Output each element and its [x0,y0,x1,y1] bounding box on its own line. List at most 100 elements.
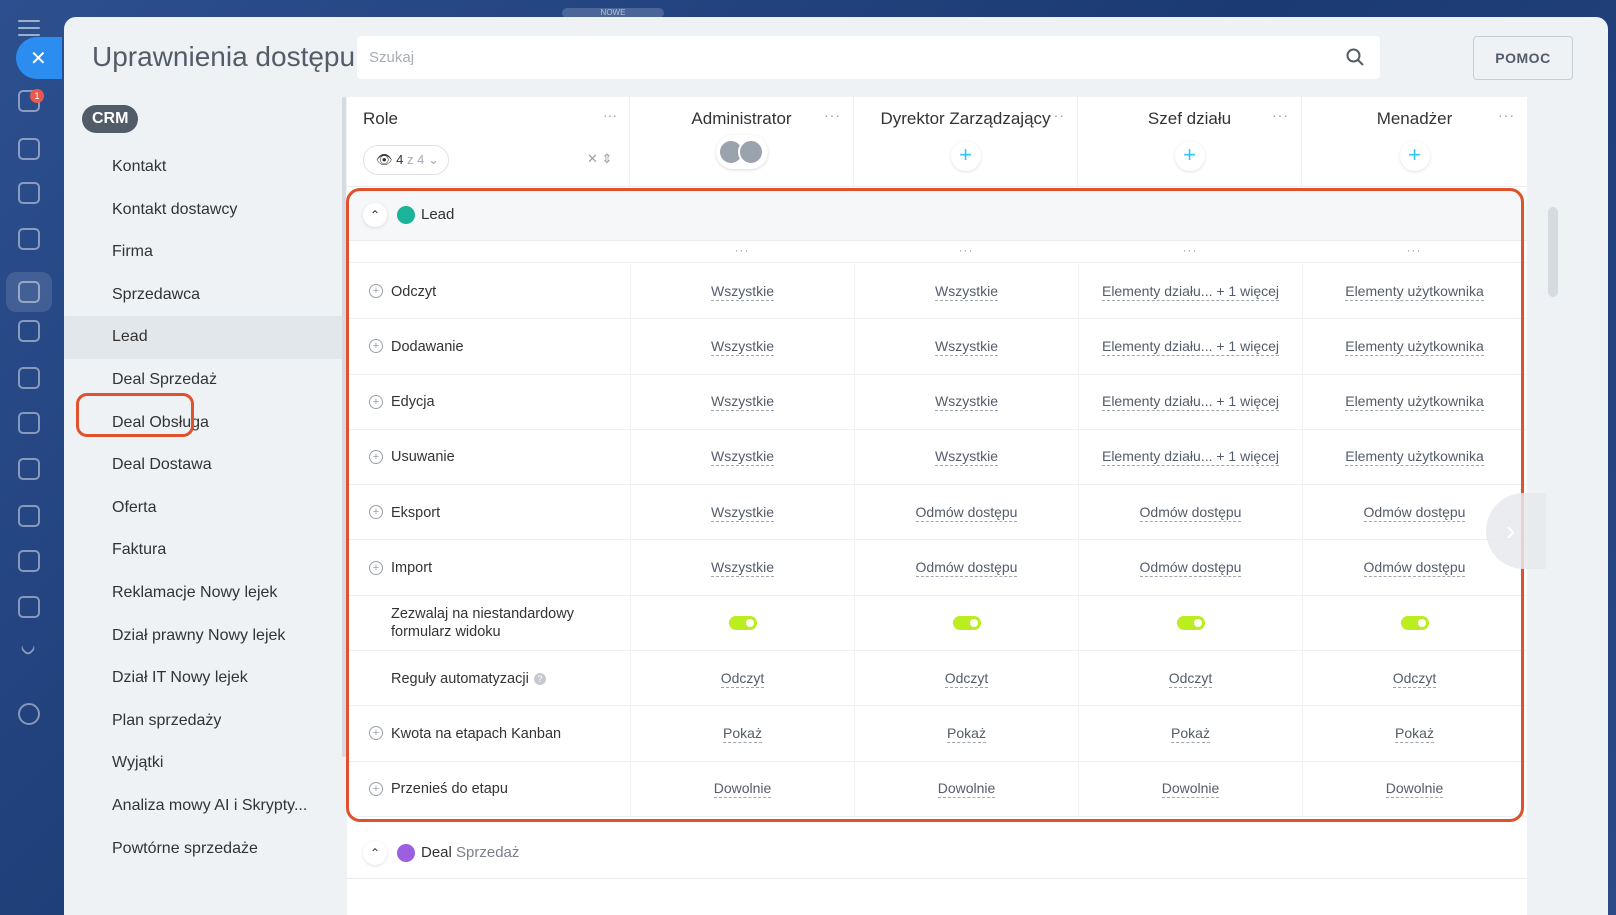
permission-value[interactable]: Wszystkie [935,448,998,467]
chevron-down-icon[interactable] [19,639,37,657]
permission-value[interactable]: Dowolnie [713,780,772,799]
permission-cell[interactable]: Dowolnie [630,761,854,817]
sidebar-item-reklamacje[interactable]: Reklamacje Nowy lejek [112,583,278,601]
column-more-icon[interactable]: ··· [1048,107,1065,123]
menu-icon[interactable] [18,20,40,36]
permission-cell[interactable]: Wszystkie [630,540,854,596]
tasks-icon[interactable] [18,138,40,160]
permission-cell[interactable]: Elementy działu... + 1 więcej [1078,374,1302,430]
permission-value[interactable]: Elementy użytkownika [1345,337,1484,356]
permission-value[interactable]: Odmów dostępu [1363,559,1466,577]
permission-cell[interactable]: Pokaż [854,706,1078,762]
column-more-icon[interactable]: ··· [1498,107,1515,123]
sidebar-item-dzial-prawny[interactable]: Dział prawny Nowy lejek [112,626,286,644]
expand-plus-icon[interactable]: + [369,505,383,520]
box-icon[interactable] [18,596,40,618]
permission-cell[interactable]: Dowolnie [854,761,1078,817]
permission-cell[interactable]: Wszystkie [854,264,1078,319]
expand-plus-icon[interactable]: + [369,284,383,298]
permission-cell[interactable]: Elementy użytkownika [1302,264,1526,319]
permission-cell[interactable]: Odmów dostępu [1078,540,1302,596]
expand-plus-icon[interactable]: + [369,781,383,796]
sidebar-item-firma[interactable]: Firma [112,243,153,261]
permission-value[interactable]: Pokaż [947,724,986,743]
shop-cart-icon[interactable] [18,458,40,480]
permission-cell[interactable]: Elementy działu... + 1 więcej [1078,264,1302,319]
toggle-switch[interactable] [952,616,981,631]
scroll-right-chevron-icon[interactable]: › [1486,493,1546,569]
sidebar-item-sprzedawca[interactable]: Sprzedawca [112,285,201,303]
permission-value[interactable]: Pokaż [1395,724,1434,743]
permission-cell[interactable]: Wszystkie [854,374,1078,430]
calendar-icon[interactable] [18,182,40,204]
permission-value[interactable]: Elementy działu... + 1 więcej [1101,448,1280,467]
toggle-switch[interactable] [1176,616,1205,631]
role-filter-dropdown[interactable]: 👁 4 z 4 ⌄ [363,145,449,175]
permission-value[interactable]: Wszystkie [935,393,998,412]
permission-value[interactable]: Odmów dostępu [1363,503,1466,522]
add-user-button[interactable]: + [1174,141,1205,171]
help-question-icon[interactable]: ? [533,672,546,685]
expand-plus-icon[interactable]: + [369,726,383,741]
permission-cell[interactable]: Odczyt [1302,651,1526,707]
permission-value[interactable]: Elementy użytkownika [1345,448,1484,467]
permission-value[interactable]: Wszystkie [711,282,774,301]
permission-value[interactable]: Elementy użytkownika [1345,393,1484,412]
permission-cell[interactable]: Odczyt [630,651,854,707]
search-input[interactable] [357,36,1329,79]
permission-value[interactable]: Odmów dostępu [915,559,1018,577]
permission-cell[interactable]: Odczyt [1078,651,1302,707]
permission-value[interactable]: Wszystkie [935,337,998,356]
sidebar-item-plan-sprzedazy[interactable]: Plan sprzedaży [112,711,222,729]
permission-cell[interactable]: Odmów dostępu [1078,485,1302,541]
close-button[interactable]: ✕ [16,37,62,79]
sidebar-item-deal-dostawa[interactable]: Deal Dostawa [112,456,212,474]
role-more-icon[interactable]: ··· [603,107,617,123]
sidebar-item-wyjatki[interactable]: Wyjątki [112,754,164,772]
permission-cell[interactable]: Wszystkie [854,429,1078,485]
permission-value[interactable]: Dowolnie [1161,780,1220,799]
sidebar-item-powtorne-sprzedaze[interactable]: Powtórne sprzedaże [112,839,258,857]
permission-cell[interactable]: Odczyt [854,651,1078,707]
permission-cell[interactable]: Pokaż [630,706,854,762]
permission-cell[interactable] [1302,595,1526,651]
permission-value[interactable]: Elementy użytkownika [1345,282,1484,301]
target-icon[interactable] [18,367,40,389]
sidebar-item-lead[interactable]: Lead [64,316,344,359]
permission-value[interactable]: Odczyt [1392,669,1437,688]
permission-cell[interactable]: Wszystkie [854,319,1078,375]
permission-cell[interactable]: Wszystkie [630,485,854,541]
permission-cell[interactable]: Wszystkie [630,429,854,485]
expand-plus-icon[interactable]: + [369,449,383,464]
column-more-icon[interactable]: ··· [1406,243,1422,257]
permission-value[interactable]: Elementy działu... + 1 więcej [1101,337,1280,356]
add-user-button[interactable]: + [1399,141,1430,171]
permission-cell[interactable]: Odmów dostępu [854,485,1078,541]
permission-value[interactable]: Odczyt [1168,669,1213,688]
permission-cell[interactable]: Elementy użytkownika [1302,319,1526,375]
permission-value[interactable]: Wszystkie [711,503,774,522]
permission-value[interactable]: Dowolnie [937,780,996,799]
sidebar-item-kontakt[interactable]: Kontakt [112,158,167,175]
analytics-icon[interactable] [18,412,40,434]
permission-value[interactable]: Pokaż [723,724,762,743]
permission-value[interactable]: Odmów dostępu [1139,503,1242,522]
permission-value[interactable]: Elementy działu... + 1 więcej [1101,393,1280,412]
permission-cell[interactable]: Pokaż [1302,706,1526,762]
permission-value[interactable]: Wszystkie [711,393,774,412]
permission-value[interactable]: Elementy działu... + 1 więcej [1101,282,1280,301]
add-user-button[interactable]: + [950,141,981,171]
permission-cell[interactable]: Odmów dostępu [1302,540,1526,596]
crm-funnel-icon[interactable] [18,281,40,303]
sidebar-item-deal-sprzedaz[interactable]: Deal Sprzedaż [112,370,217,388]
table-scrollbar[interactable] [1548,207,1558,297]
expand-plus-icon[interactable]: + [369,560,383,575]
permission-cell[interactable]: Elementy działu... + 1 więcej [1078,319,1302,375]
sidebar-item-deal-obsluga[interactable]: Deal Obsługa [112,413,209,431]
search-icon[interactable] [1346,48,1364,66]
contacts-icon[interactable] [18,228,40,250]
permission-cell[interactable]: Odmów dostępu [1302,485,1526,541]
permission-value[interactable]: Wszystkie [711,337,774,356]
column-more-icon[interactable]: ··· [1272,107,1289,123]
permission-cell[interactable]: Elementy użytkownika [1302,374,1526,430]
